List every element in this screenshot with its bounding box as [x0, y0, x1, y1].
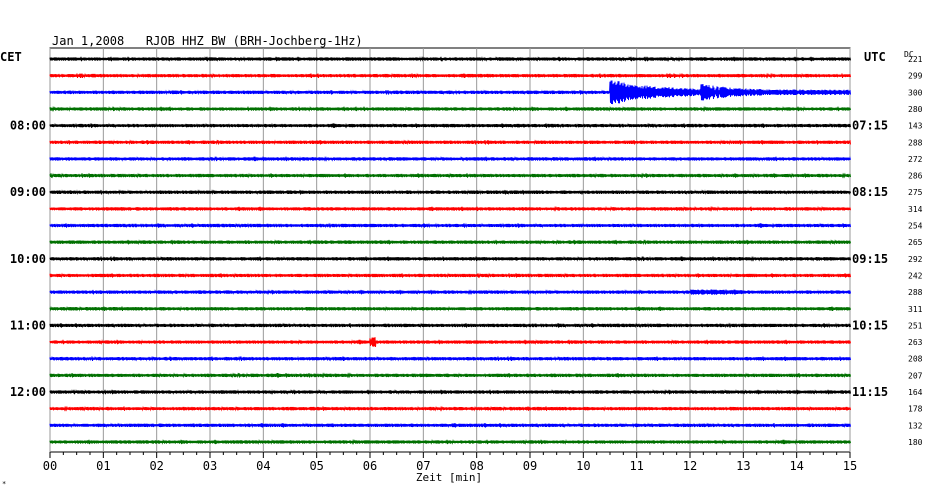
trace-15: [49, 289, 851, 295]
dc-offset-value: 286: [908, 172, 923, 181]
x-tick-label: 14: [789, 459, 803, 473]
trace-1: [49, 56, 851, 62]
trace-23: [49, 422, 851, 429]
dc-offset-value: 143: [908, 122, 923, 131]
dc-label: DC: [904, 50, 914, 59]
cet-hour-label: 11:00: [10, 318, 46, 332]
x-tick-label: 08: [469, 459, 483, 473]
trace-2: [49, 72, 851, 79]
x-tick-label: 05: [309, 459, 323, 473]
dc-offset-value: 242: [908, 271, 923, 280]
grid: [49, 47, 851, 453]
cet-hour-label: 09:00: [10, 185, 46, 199]
x-tick-label: 11: [629, 459, 643, 473]
cet-hour-label: 08:00: [10, 119, 46, 133]
trace-20: [49, 372, 851, 379]
dc-offset-value: 300: [908, 88, 923, 97]
x-tick-label: 07: [416, 459, 430, 473]
trace-6: [49, 139, 851, 146]
dc-offset-value: 288: [908, 288, 923, 297]
trace-16: [49, 305, 851, 312]
trace-24: [49, 439, 851, 445]
dc-offset-value: 272: [908, 155, 923, 164]
dc-offset-value: 221: [908, 55, 923, 64]
x-tick-label: 04: [256, 459, 270, 473]
trace-3: [49, 80, 851, 105]
utc-hour-label: 09:15: [852, 252, 888, 266]
trace-5: [49, 122, 851, 129]
x-axis-label: Zeit [min]: [416, 471, 482, 484]
dc-offset-value: 178: [908, 405, 923, 414]
x-tick-label: 00: [43, 459, 57, 473]
dc-offset-value: 280: [908, 105, 923, 114]
trace-19: [49, 355, 851, 362]
utc-hour-label: 11:15: [852, 385, 888, 399]
trace-10: [49, 205, 851, 212]
x-tick-label: 09: [523, 459, 537, 473]
trace-12: [49, 239, 851, 246]
trace-11: [49, 222, 851, 229]
dc-offset-value: 180: [908, 438, 923, 447]
x-tick-label: 13: [736, 459, 750, 473]
trace-18: [49, 337, 851, 348]
x-tick-label: 01: [96, 459, 110, 473]
dc-offset-value: 288: [908, 138, 923, 147]
dc-offset-value: 132: [908, 421, 923, 430]
dc-offset-value: 311: [908, 305, 923, 314]
x-axis: 00 01 02 03 04 05 06 07 08 09 10 11 12 13 14 15: [43, 452, 857, 473]
cet-hour-label: 12:00: [10, 385, 46, 399]
x-tick-label: 15: [843, 459, 857, 473]
trace-7: [49, 156, 851, 162]
utc-hour-label: 07:15: [852, 119, 888, 133]
dc-offset-value: 314: [908, 205, 923, 214]
trace-9: [49, 189, 851, 196]
utc-hour-label: 08:15: [852, 185, 888, 199]
dc-offset-value: 292: [908, 255, 923, 264]
x-tick-label: 10: [576, 459, 590, 473]
trace-13: [49, 255, 851, 262]
trace-21: [49, 389, 851, 395]
traces: [49, 56, 851, 445]
corner-mark: *: [2, 480, 6, 488]
utc-hour-label: 10:15: [852, 318, 888, 332]
cet-label: CET: [0, 50, 22, 64]
dc-offset-value: 251: [908, 321, 923, 330]
x-tick-label: 06: [363, 459, 377, 473]
dc-offset-value: 263: [908, 338, 923, 347]
trace-4: [49, 106, 851, 112]
dc-offset-value: 207: [908, 371, 923, 380]
chart-title: Jan 1,2008 RJOB HHZ BW (BRH-Jochberg-1Hz…: [52, 34, 363, 48]
trace-14: [49, 272, 851, 279]
dc-offset-value: 275: [908, 188, 923, 197]
dc-offsets: 221 299 300 280 143 288 272 286 275 314 254 265 292 2…: [908, 55, 923, 447]
x-tick-label: 02: [149, 459, 163, 473]
dc-offset-value: 164: [908, 388, 923, 397]
x-tick-label: 03: [203, 459, 217, 473]
trace-8: [49, 172, 851, 179]
dc-offset-value: 208: [908, 355, 923, 364]
trace-22: [49, 405, 851, 412]
dc-offset-value: 299: [908, 72, 923, 81]
dc-offset-value: 265: [908, 238, 923, 247]
utc-label: UTC: [864, 50, 886, 64]
cet-hour-label: 10:00: [10, 252, 46, 266]
dc-offset-value: 254: [908, 222, 923, 231]
trace-17: [49, 322, 851, 329]
hour-labels: 08:00 09:00 10:00 11:00 12:00 07:15 08:15 09:15…: [10, 119, 888, 399]
x-tick-label: 12: [683, 459, 697, 473]
